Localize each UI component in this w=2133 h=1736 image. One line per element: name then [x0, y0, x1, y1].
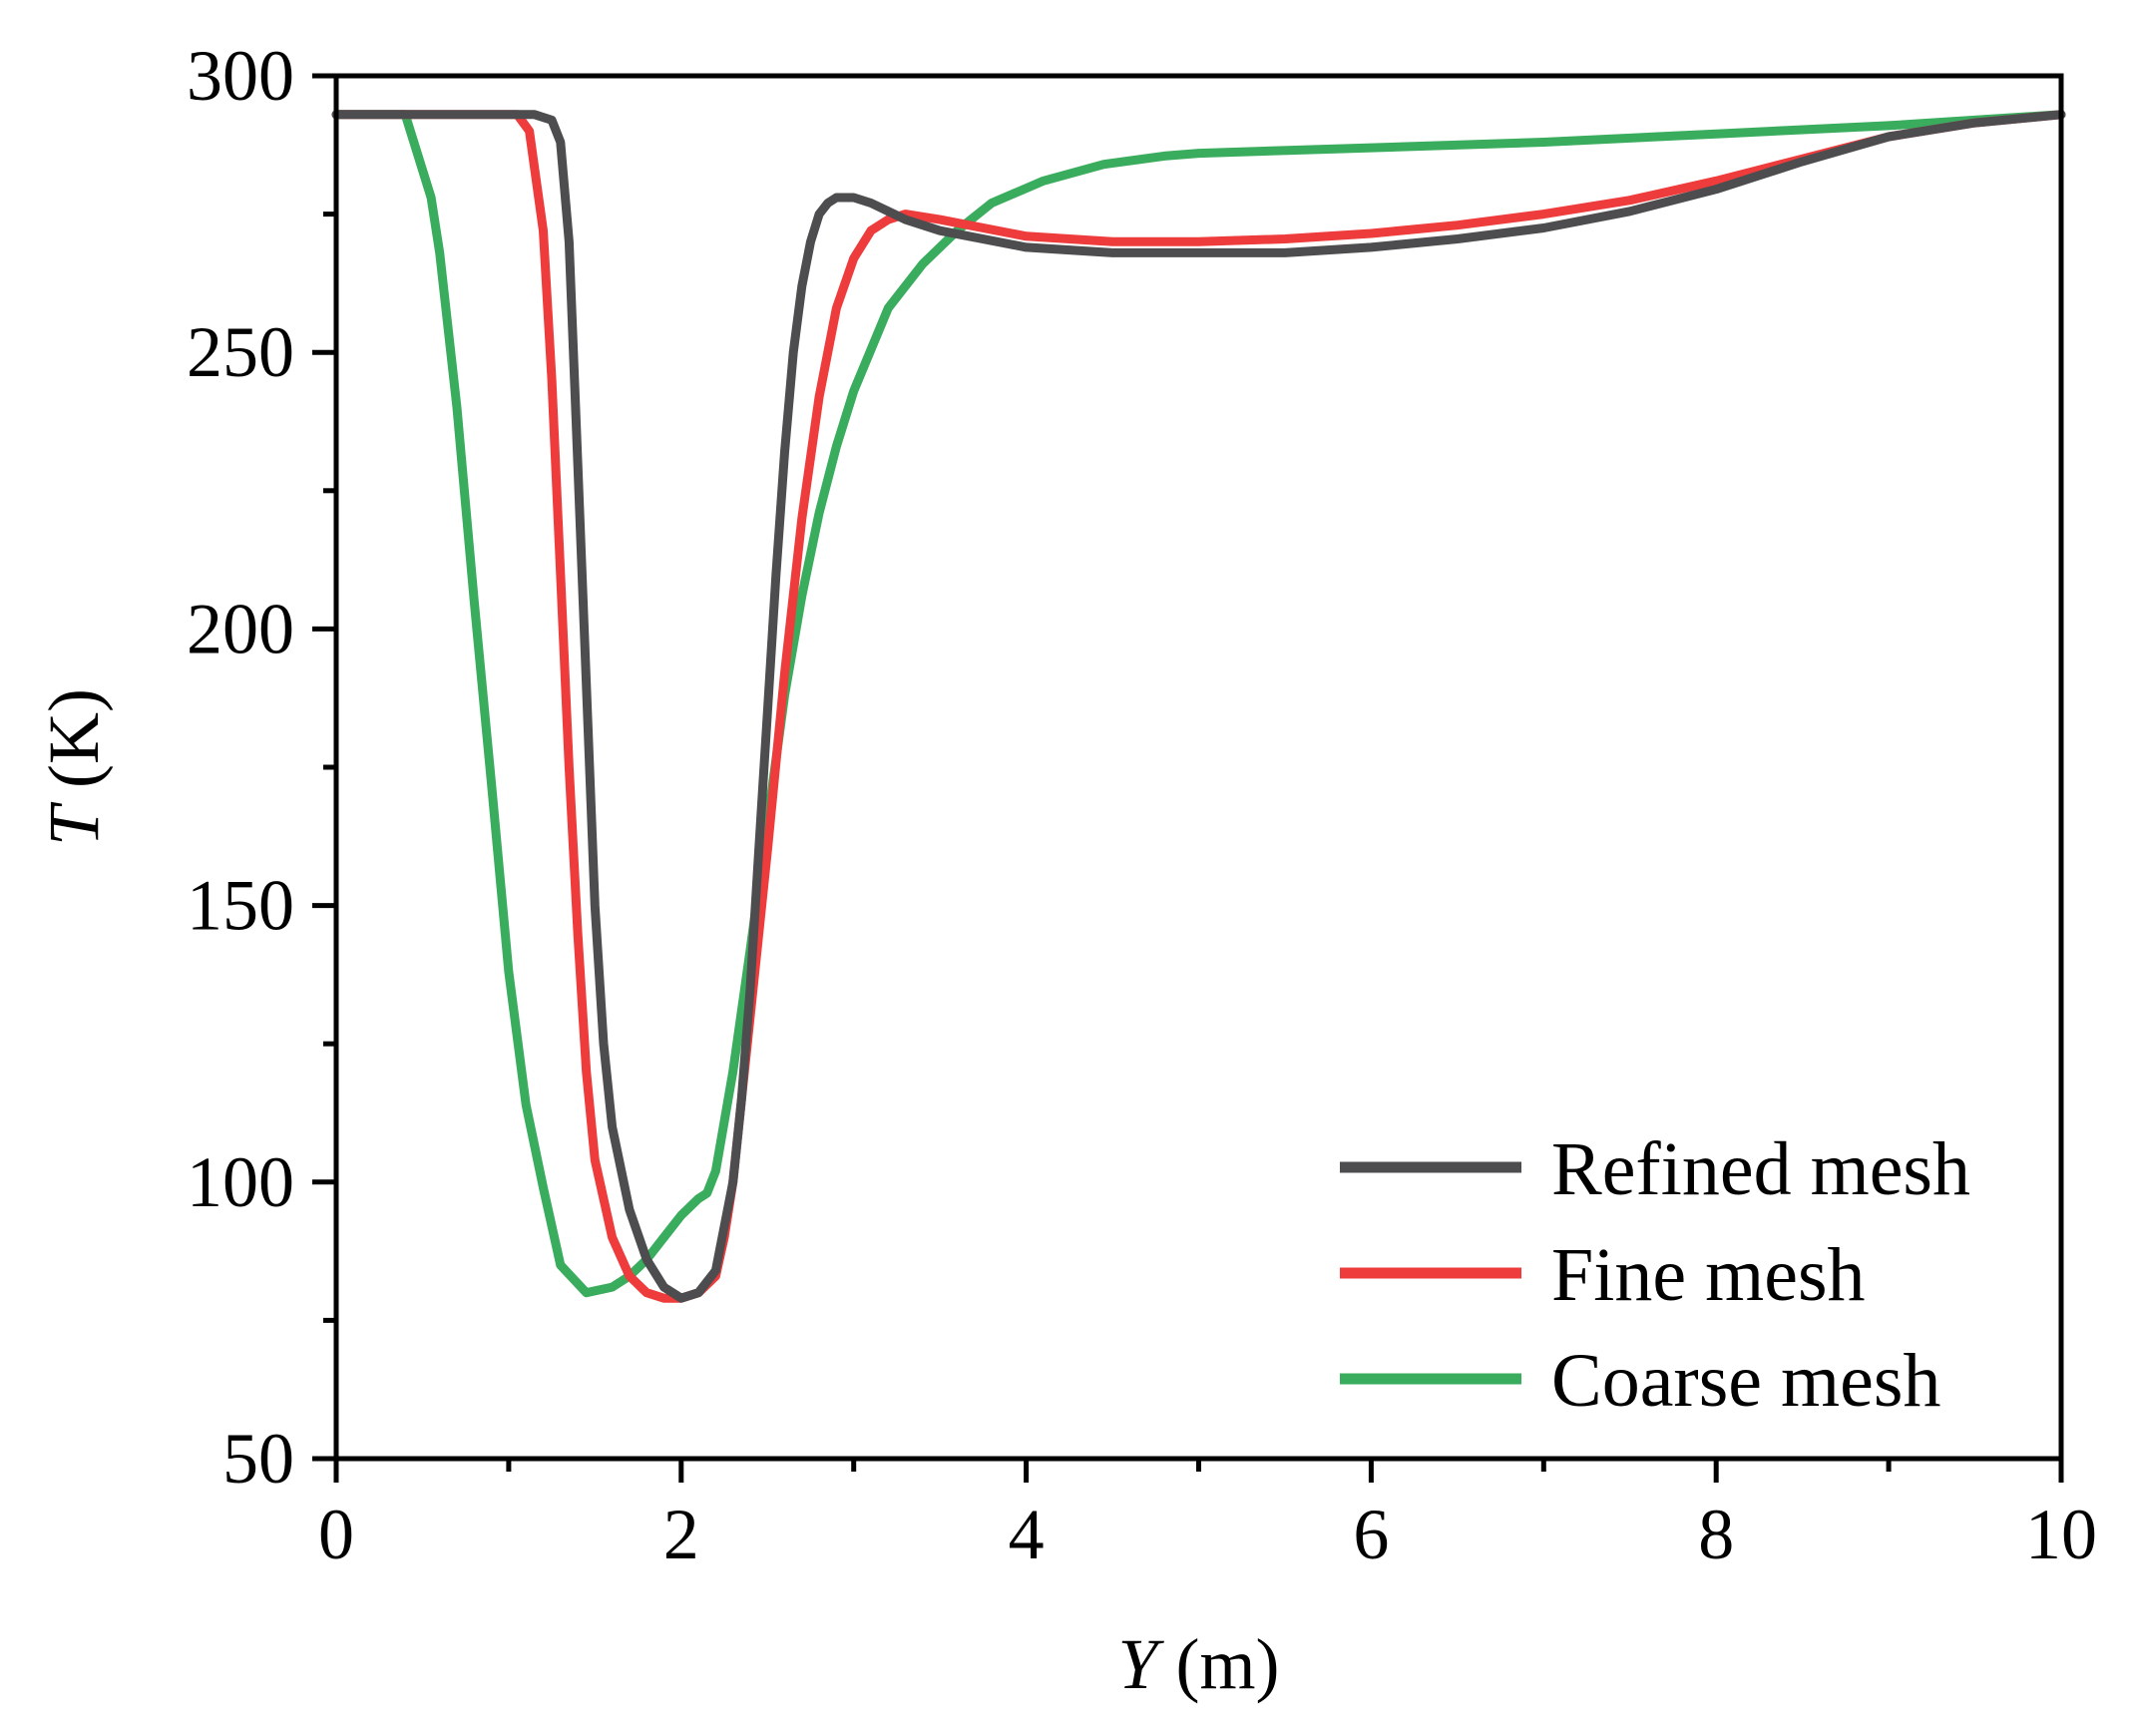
- x-tick-label: 2: [663, 1495, 699, 1574]
- x-axis-unit: (m): [1158, 1624, 1280, 1704]
- x-tick-label: 6: [1353, 1495, 1389, 1574]
- y-tick-label: 300: [187, 36, 294, 116]
- x-axis-title: Y (m): [1117, 1624, 1279, 1704]
- y-tick-label: 50: [222, 1419, 294, 1499]
- x-tick-label: 10: [2025, 1495, 2097, 1574]
- series-line-fine-mesh: [331, 110, 2066, 1303]
- legend-label: Refined mesh: [1551, 1127, 1970, 1211]
- y-tick-label: 250: [187, 312, 294, 392]
- series-layer: [331, 110, 2066, 1303]
- x-tick-label: 0: [318, 1495, 354, 1574]
- series-line-coarse-mesh: [331, 110, 2066, 1298]
- series-line-refined-mesh: [331, 110, 2066, 1303]
- legend-label: Fine mesh: [1551, 1233, 1866, 1317]
- y-axis-unit: (K): [34, 688, 114, 806]
- x-tick-label: 8: [1698, 1495, 1734, 1574]
- legend-label: Coarse mesh: [1551, 1339, 1940, 1423]
- y-tick-label: 150: [187, 866, 294, 946]
- y-axis-var: T: [34, 801, 114, 846]
- x-axis-var: Y: [1117, 1624, 1164, 1704]
- y-tick-label: 200: [187, 589, 294, 668]
- legend: Refined mesh Fine mesh Coarse mesh: [1340, 1127, 1970, 1423]
- axis-ticks: 0 2 4 6 8 10 50 100 150 200 250 300: [187, 36, 2097, 1574]
- y-axis-title: T (K): [34, 688, 114, 846]
- y-tick-label: 100: [187, 1142, 294, 1222]
- x-tick-label: 4: [1009, 1495, 1045, 1574]
